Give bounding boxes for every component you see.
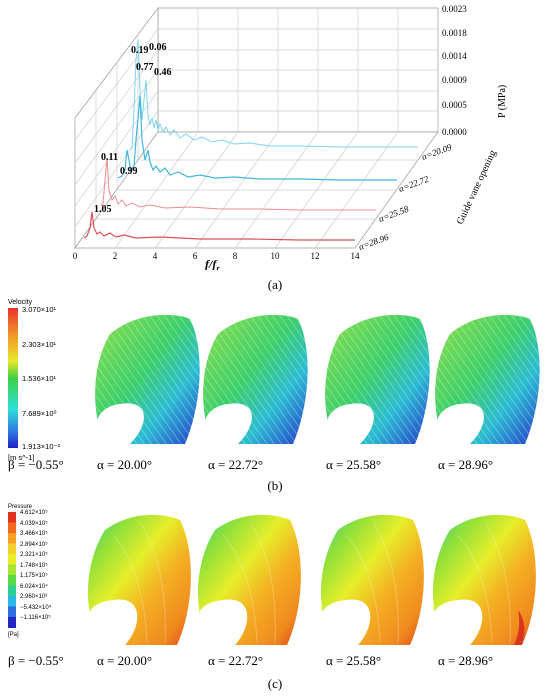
- peak-label-0-46: 0.46: [154, 67, 172, 78]
- velocity-legend-title: Velocity: [8, 299, 33, 306]
- z-axis-label: P (MPa): [497, 85, 508, 118]
- velocity-legend-tick: 1.913×10⁻²: [22, 442, 60, 451]
- velocity-legend-tick: 3.070×10¹: [22, 305, 56, 314]
- pressure-legend-tick: 2.894×10⁵: [20, 541, 48, 548]
- pressure-legend-tick: −1.116×10⁵: [20, 615, 51, 621]
- pressure-contour-plots: [87, 514, 536, 645]
- x-axis-ticks: 0 2 4 6 8 10 12 14: [73, 251, 360, 261]
- peak-label-0-11: 0.11: [101, 152, 118, 163]
- back-wall-grid: [157, 7, 439, 133]
- figure-b: Velocity 3.070×10¹ 2.303×10¹ 1.536×10¹ 7…: [0, 296, 550, 493]
- z-tick: 0.0018: [442, 28, 467, 38]
- alpha-label: α = 20.00°: [97, 457, 153, 472]
- peak-label-0-19: 0.19: [131, 45, 149, 56]
- peak-label-0-99: 0.99: [120, 166, 138, 177]
- velocity-legend-unit: [m s^-1]: [8, 453, 35, 462]
- series-alpha-25-58: [100, 157, 376, 211]
- streamline-plots: [95, 314, 540, 444]
- velocity-legend-tick: 1.536×10¹: [22, 374, 56, 383]
- pressure-legend-tick: 4.039×10⁵: [20, 520, 48, 527]
- beta-label: β = −0.55°: [8, 653, 64, 668]
- caption-a: (a): [267, 277, 283, 292]
- peak-label-0-06: 0.06: [149, 42, 167, 53]
- velocity-legend-bar: [8, 308, 18, 448]
- pressure-legend-tick: 6.024×10⁴: [20, 583, 48, 590]
- peak-label-1-05: 1.05: [94, 204, 112, 215]
- streamline-blade-1: [95, 314, 200, 444]
- caption-c: (c): [267, 676, 283, 691]
- pressure-legend-tick: 1.175×10⁵: [20, 573, 48, 579]
- velocity-legend-tick: 2.303×10¹: [22, 340, 56, 349]
- x-tick: 14: [351, 251, 361, 261]
- pressure-legend-bar: [8, 512, 16, 628]
- z-tick: 0.0023: [442, 4, 467, 14]
- pressure-blade-1: [87, 514, 191, 645]
- velocity-legend-tick: 7.689×10⁰: [22, 409, 57, 418]
- pressure-legend-tick: 2.960×10³: [20, 594, 48, 600]
- alpha-label: α = 25.58°: [326, 457, 382, 472]
- pressure-legend-tick: 1.748×10⁵: [20, 562, 48, 569]
- x-tick: 12: [311, 251, 320, 261]
- x-tick: 10: [271, 251, 281, 261]
- figure-c: Pressure 4.612×10⁵ 4.039×10⁵ 3.466×10⁵ 2…: [0, 500, 550, 696]
- z-tick: 0.0005: [442, 100, 467, 110]
- x-tick: 6: [193, 251, 198, 261]
- x-axis-label: f/fr: [205, 257, 220, 270]
- streamline-blade-4: [435, 314, 540, 444]
- spectrum-3d-plot: 0.19 0.06 0.77 0.46 0.11 0.99 1.05 0.002…: [73, 4, 508, 270]
- streamline-blade-3: [325, 314, 430, 444]
- peak-label-0-77: 0.77: [136, 62, 154, 73]
- alpha-label: α = 28.96°: [438, 653, 494, 668]
- z-tick: 0.0009: [442, 75, 467, 85]
- pressure-legend-title: Pressure: [8, 504, 33, 510]
- pressure-legend-tick: 3.466×10⁵: [20, 531, 48, 537]
- streamline-blade-2: [203, 314, 308, 444]
- figure-a: 0.19 0.06 0.77 0.46 0.11 0.99 1.05 0.002…: [0, 0, 550, 296]
- pressure-legend-tick: 2.321×10⁵: [20, 552, 48, 558]
- alpha-label: α = 25.58°: [326, 653, 382, 668]
- z-tick: 0.0014: [442, 51, 467, 61]
- side-wall-grid: [74, 6, 159, 250]
- x-tick: 8: [233, 251, 238, 261]
- caption-b: (b): [267, 478, 283, 493]
- z-tick: 0.0000: [442, 127, 467, 137]
- alpha-label: α = 22.72°: [208, 457, 264, 472]
- z-axis-ticks: 0.0023 0.0018 0.0014 0.0009 0.0005 0.000…: [442, 4, 467, 137]
- pressure-blade-2: [197, 514, 301, 645]
- x-tick: 0: [73, 251, 78, 261]
- alpha-label: α = 22.72°: [208, 653, 264, 668]
- alpha-label: α = 28.96°: [438, 457, 494, 472]
- pressure-legend-tick: 4.612×10⁵: [20, 510, 48, 516]
- pressure-blade-3: [320, 514, 424, 645]
- x-tick: 2: [113, 251, 118, 261]
- x-tick: 4: [153, 251, 158, 261]
- y-axis-label: Guide vane opening: [455, 149, 499, 227]
- series-alpha-28-96: [83, 211, 355, 241]
- series-alpha-22-72: [117, 95, 397, 181]
- pressure-legend-unit: [Pa]: [8, 632, 19, 638]
- alpha-label: α = 20.00°: [97, 653, 153, 668]
- beta-label: β = −0.55°: [8, 457, 64, 472]
- pressure-blade-4: [432, 514, 536, 645]
- pressure-legend-tick: −5.432×10⁴: [20, 604, 52, 611]
